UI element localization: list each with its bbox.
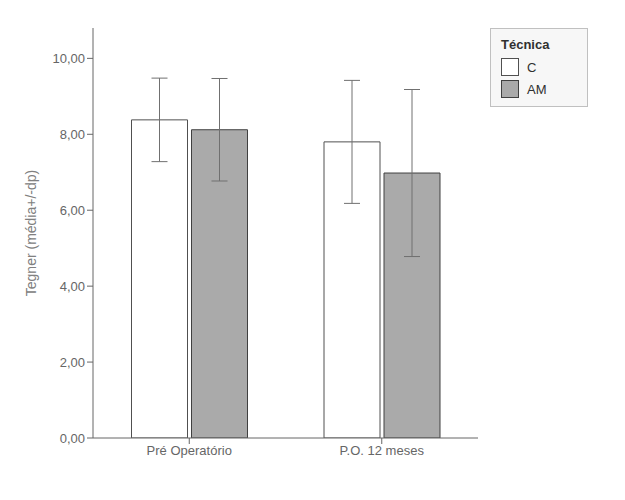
html-text:C: C [527, 59, 537, 75]
svg-text:0,00: 0,00 [60, 431, 85, 446]
svg-text:8,00: 8,00 [60, 127, 85, 142]
svg-text:2,00: 2,00 [60, 355, 85, 370]
svg-text:Tegner (média+/-dp): Tegner (média+/-dp) [23, 170, 39, 296]
svg-text:6,00: 6,00 [60, 203, 85, 218]
html-text:AM: AM [527, 81, 547, 97]
html-text:Técnica: Técnica [501, 37, 550, 52]
svg-text:Pré Operatório: Pré Operatório [147, 443, 232, 458]
svg-text:P.O. 12 meses: P.O. 12 meses [340, 443, 425, 458]
svg-text:4,00: 4,00 [60, 279, 85, 294]
svg-text:10,00: 10,00 [52, 51, 85, 66]
